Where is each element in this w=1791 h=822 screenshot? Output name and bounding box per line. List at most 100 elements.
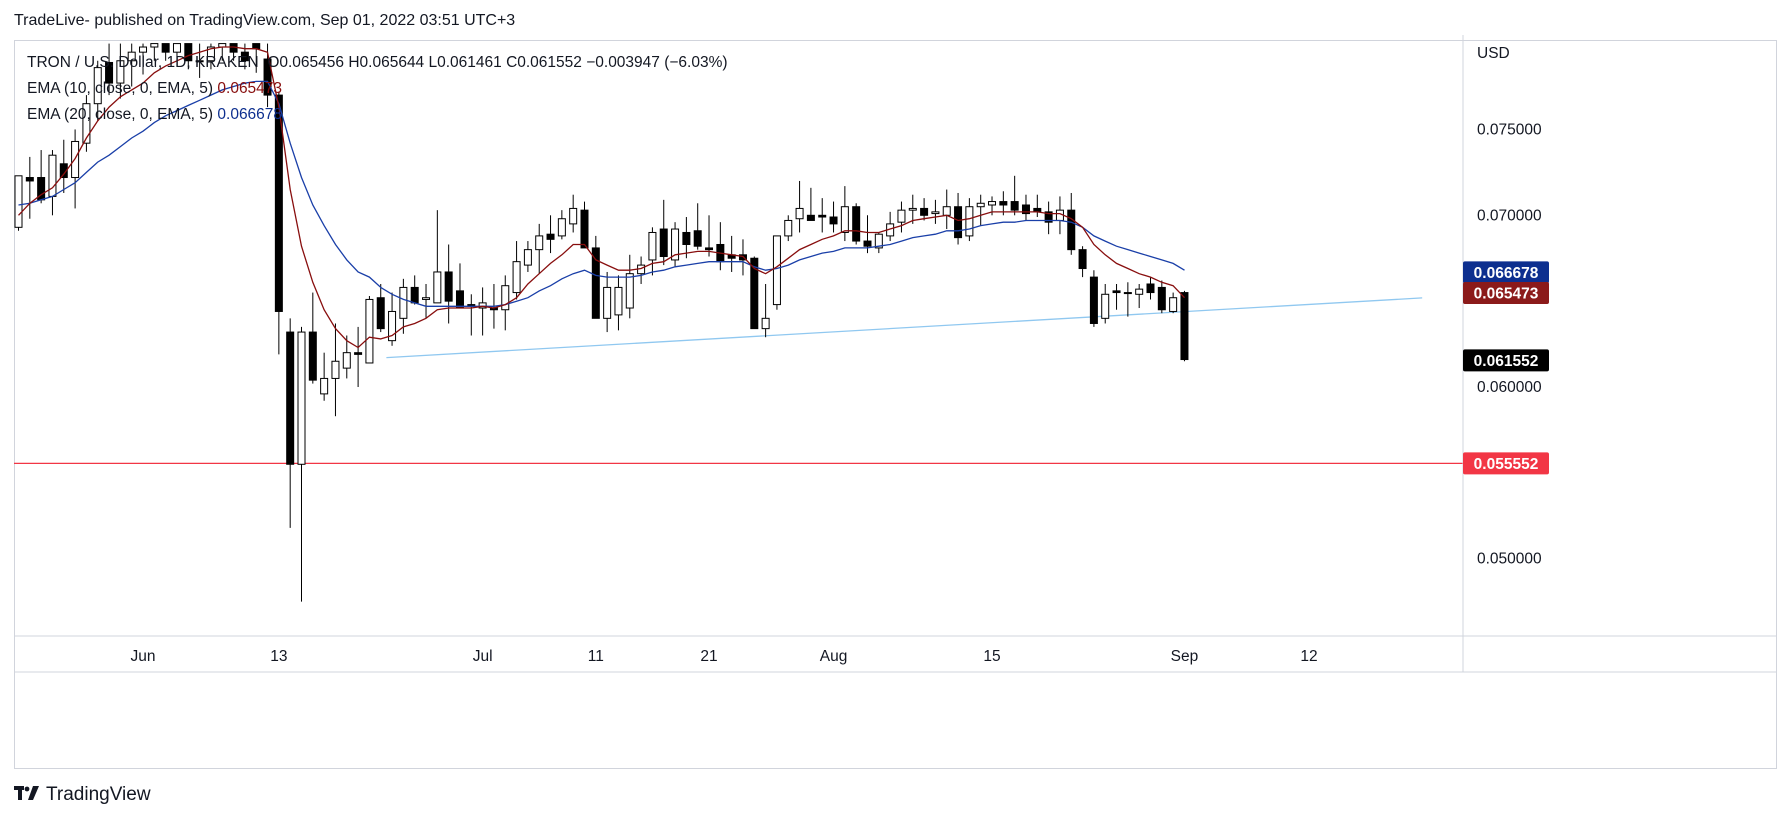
plot-area [14, 43, 1463, 602]
candle-body-up [603, 286, 612, 319]
candle [195, 43, 204, 78]
candle [444, 244, 453, 324]
publisher-header: TradeLive- published on TradingView.com,… [14, 12, 516, 29]
candle-body-down [1112, 290, 1121, 294]
candle [1021, 194, 1030, 221]
candle-body-down [920, 207, 929, 216]
candle-body-up [931, 211, 940, 215]
candle [172, 43, 181, 61]
tradingview-logo-icon [14, 784, 40, 806]
candle-body-up [1169, 297, 1178, 312]
legend-ema10-value: 0.065473 [217, 80, 283, 97]
candle [512, 241, 521, 300]
candle-body-down [682, 231, 691, 245]
price-tag-background [1463, 261, 1549, 284]
candle [976, 194, 985, 226]
candle-body-up [388, 310, 397, 342]
candle-body-up [93, 67, 102, 105]
candle [184, 43, 193, 70]
candle-body-down [410, 286, 419, 304]
candle-body-down [455, 290, 464, 309]
candle-body-down [444, 271, 453, 302]
candle [467, 294, 476, 336]
candle-body-up [671, 228, 680, 261]
candle-body-down [954, 206, 963, 239]
candle [1101, 283, 1110, 324]
candle [376, 283, 385, 333]
candle [25, 156, 34, 219]
price-tag-support: 0.055552 [1463, 452, 1549, 475]
candle-body-up [365, 298, 374, 364]
legend-ema10-label: EMA (10, close, 0, EMA, 5) [27, 80, 214, 97]
candle-body-up [908, 207, 917, 211]
candle [410, 275, 419, 305]
candle-body-up [965, 206, 974, 237]
time-axis-tick-label: Jul [473, 648, 493, 665]
candle [82, 95, 91, 152]
candle [93, 60, 102, 121]
chart-frame [14, 40, 1777, 769]
candle-body-down [240, 51, 249, 62]
candle-body-down [263, 58, 272, 96]
candle [59, 139, 68, 193]
candle [501, 275, 510, 331]
candle-body-down [59, 163, 68, 179]
candle-body-up [139, 46, 148, 53]
candle [240, 43, 249, 70]
candle-body-down [580, 209, 589, 249]
price-tag-label: 0.065473 [1474, 286, 1539, 303]
legend-ema10-line[interactable]: EMA (10, close, 0, EMA, 5) 0.065473 [27, 80, 282, 98]
candle-body-down [184, 43, 193, 62]
candle [659, 199, 668, 266]
footer-brand[interactable]: TradingView [14, 784, 151, 806]
candle [399, 278, 408, 334]
candle-body-down [354, 352, 363, 355]
ema20-line [18, 80, 1185, 307]
candle-body-up [784, 219, 793, 237]
candle [1135, 283, 1144, 309]
candle [795, 180, 804, 233]
candle-body-down [591, 247, 600, 319]
candle [331, 323, 340, 417]
candle-body-down [1044, 211, 1053, 223]
candle-body-up [331, 360, 340, 379]
candle-body-up [195, 60, 204, 63]
candle [931, 199, 940, 224]
candle [388, 292, 397, 346]
candle-body-up [772, 235, 781, 306]
candle-body-up [614, 286, 623, 316]
price-tag-label: 0.055552 [1474, 456, 1539, 473]
candle-body-up [206, 46, 215, 62]
candle-body-down [25, 177, 34, 182]
candle-body-down [161, 43, 170, 53]
candle-body-up [523, 249, 532, 266]
candle [523, 241, 532, 272]
candle-body-up [874, 233, 883, 249]
candle-body-up [172, 43, 181, 53]
legend-ema20-value: 0.066678 [217, 106, 283, 123]
legend-ema20-line[interactable]: EMA (20, close, 0, EMA, 5) 0.066678 [27, 106, 282, 124]
legend-symbol[interactable]: TRON / U.S. Dollar, 1D, KRAKEN [27, 54, 259, 71]
candle-body-up [1135, 288, 1144, 295]
candle [320, 352, 329, 401]
candle [116, 43, 125, 99]
price-tag-background [1463, 349, 1549, 372]
candle [648, 227, 657, 276]
candle [1146, 277, 1155, 300]
candle-body-down [852, 206, 861, 242]
candle-body-up [116, 60, 125, 84]
ema10-line [18, 46, 1185, 349]
candle [274, 91, 283, 355]
candle-body-up [976, 202, 985, 208]
time-axis-tick-label: 12 [1300, 648, 1317, 665]
candle-body-down [818, 214, 827, 218]
candle-body-up [14, 175, 23, 228]
candle-body-down [274, 94, 283, 312]
candle [433, 210, 442, 304]
candle [71, 129, 80, 209]
candle [308, 292, 317, 384]
candle-body-down [1180, 292, 1189, 361]
candle [1169, 292, 1178, 314]
candle-body-up [433, 271, 442, 304]
